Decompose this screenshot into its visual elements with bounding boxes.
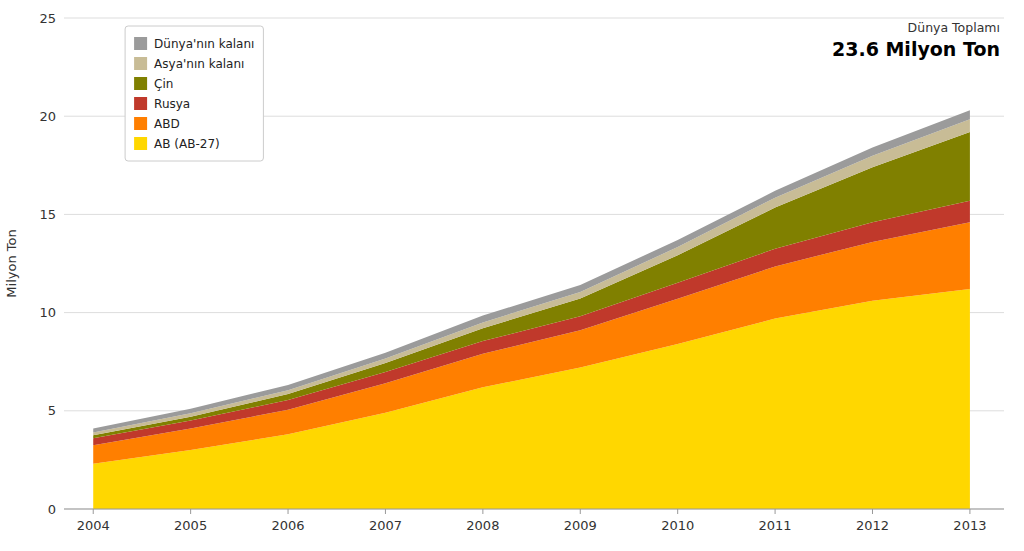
legend-label: Çin	[154, 77, 173, 91]
annotation-value: 23.6 Milyon Ton	[832, 38, 1000, 60]
y-tick-label: 5	[48, 403, 56, 418]
legend-label: Asya'nın kalanı	[154, 57, 244, 71]
x-tick-label: 2007	[369, 518, 402, 533]
x-tick-label: 2013	[953, 518, 986, 533]
legend-label: AB (AB-27)	[154, 137, 220, 151]
y-tick-label: 20	[39, 109, 56, 124]
y-tick-label: 10	[39, 305, 56, 320]
x-tick	[775, 509, 776, 514]
grid-line	[64, 509, 1004, 510]
x-axis: 2004 2005 2006 2007 2008 2009 2010 2011 2012 2013	[64, 509, 1004, 533]
areas	[93, 110, 970, 509]
y-tick-label: 25	[39, 11, 56, 26]
legend-swatch	[134, 97, 147, 110]
x-tick	[872, 509, 873, 514]
x-axis-line	[64, 509, 1004, 510]
y-tick-label: 15	[39, 207, 56, 222]
chart: 2004200520062007200820092010201120122013…	[0, 0, 1024, 551]
annotation: Dünya Toplamı 23.6 Milyon Ton	[832, 20, 1000, 60]
legend-swatch	[134, 137, 147, 150]
legend-swatch	[134, 77, 147, 90]
annotation-text: Dünya Toplamı	[908, 20, 1000, 35]
x-tick-label: 2005	[174, 518, 207, 533]
x-tick-label: 2004	[77, 518, 110, 533]
x-tick	[482, 509, 483, 514]
legend-label: ABD	[154, 117, 180, 131]
legend-label: Dünya'nın kalanı	[154, 37, 254, 51]
x-tick	[190, 509, 191, 514]
x-tick-label: 2011	[759, 518, 792, 533]
area	[93, 222, 970, 464]
legend: Dünya'nın kalanı Asya'nın kalanı Çin Rusya A…	[125, 26, 263, 161]
x-tick	[677, 509, 678, 514]
x-tick-label: 2012	[856, 518, 889, 533]
x-tick-label: 2006	[271, 518, 304, 533]
x-tick-label: 2010	[661, 518, 694, 533]
y-axis-label: Milyon Ton	[4, 229, 19, 297]
x-tick-label: 2009	[564, 518, 597, 533]
legend-swatch	[134, 57, 147, 70]
grid-line	[64, 18, 1004, 19]
x-tick	[288, 509, 289, 514]
x-tick	[580, 509, 581, 514]
legend-swatch	[134, 117, 147, 130]
legend-label: Rusya	[154, 97, 190, 111]
y-axis: 0 5 10 15 20 25 Milyon Ton	[4, 11, 56, 517]
legend-box	[125, 26, 263, 161]
x-tick	[969, 509, 970, 514]
x-tick	[385, 509, 386, 514]
legend-swatch	[134, 37, 147, 50]
y-grid	[64, 18, 1004, 509]
x-tick-label: 2008	[466, 518, 499, 533]
x-tick	[93, 509, 94, 514]
y-tick-label: 0	[48, 502, 56, 517]
